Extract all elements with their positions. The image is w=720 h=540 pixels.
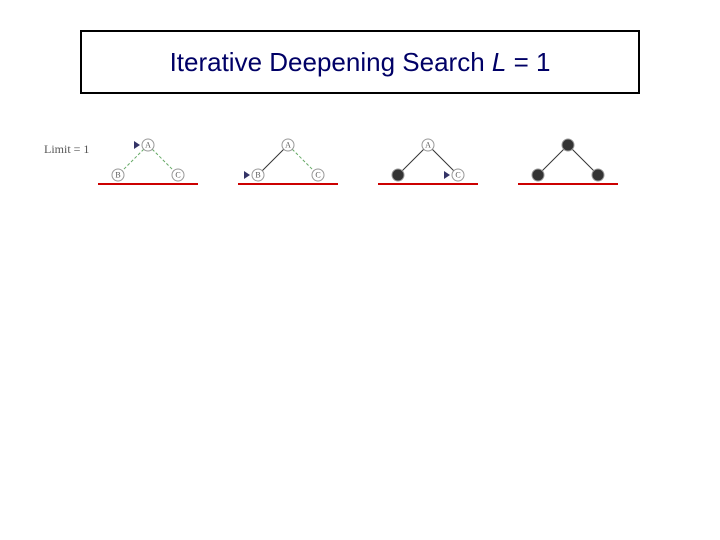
limit-label: Limit = 1 (44, 142, 89, 157)
tree-node-label: A (145, 141, 151, 150)
tree-node-label: A (425, 141, 431, 150)
tree-edge (402, 149, 424, 171)
search-tree: A B C (238, 135, 338, 185)
title-suffix: = 1 (506, 47, 550, 77)
title-prefix: Iterative Deepening Search (170, 47, 492, 77)
tree-node (592, 169, 604, 181)
search-tree: A B C (98, 135, 198, 185)
tree-edge (432, 149, 454, 171)
tree-edge (262, 149, 284, 171)
current-node-marker-icon (444, 171, 450, 179)
tree-node-label: B (115, 171, 120, 180)
tree-node-label: A (285, 141, 291, 150)
tree-edge (572, 149, 594, 171)
tree-node-label: B (255, 171, 260, 180)
search-tree: AC (378, 135, 478, 185)
tree-node (392, 169, 404, 181)
search-tree (518, 135, 618, 185)
tree-edge (542, 149, 564, 171)
current-node-marker-icon (244, 171, 250, 179)
slide-title: Iterative Deepening Search L = 1 (170, 47, 551, 78)
slide-title-box: Iterative Deepening Search L = 1 (80, 30, 640, 94)
tree-node-label: C (175, 171, 180, 180)
tree-node-label: C (315, 171, 320, 180)
tree-edge (152, 149, 174, 171)
tree-edge (122, 149, 144, 171)
tree-node (532, 169, 544, 181)
tree-node (562, 139, 574, 151)
current-node-marker-icon (134, 141, 140, 149)
tree-node-label: C (455, 171, 460, 180)
title-variable: L (492, 47, 506, 77)
tree-edge (292, 149, 314, 171)
